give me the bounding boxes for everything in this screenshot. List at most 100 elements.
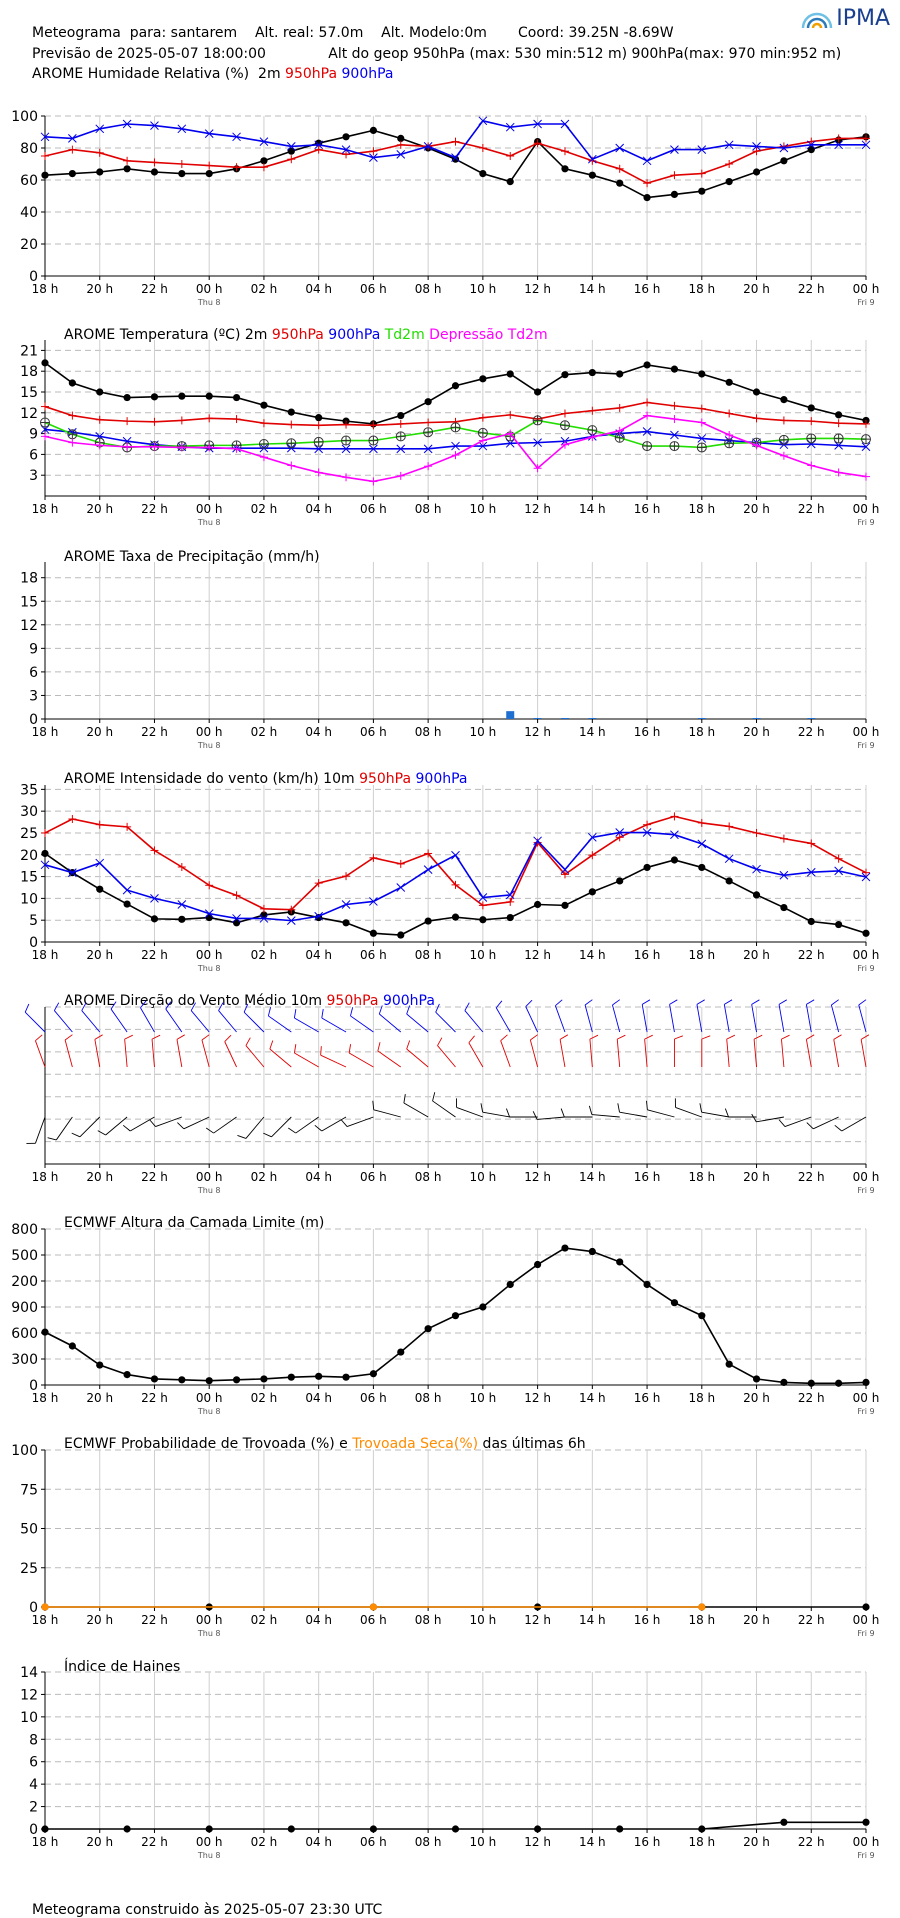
data-point [124,1371,131,1378]
data-point [397,412,404,419]
wind-barb-feather [779,1120,785,1127]
wind-barb [56,1117,72,1140]
data-point [206,393,213,400]
wind-barb [670,1004,675,1032]
data-point [561,165,568,172]
y-tick-label: 10 [20,891,38,907]
x-tick-label: 08 h [415,282,442,296]
wind-barb-feather [321,1046,322,1055]
x-tick-label: 18 h [688,282,715,296]
x-day-label: Thu 8 [197,298,221,307]
x-tick-label: 06 h [360,948,387,962]
x-tick-label: 02 h [251,502,278,516]
wind-barb [530,1040,537,1067]
data-point [643,361,650,368]
x-tick-label: 00 h [853,1170,880,1184]
data-point [534,388,541,395]
wind-barb [246,1117,264,1138]
data-point [260,402,267,409]
wind-barb-feather [561,1109,564,1117]
data-point [479,375,486,382]
wind-barb-feather [590,1035,598,1039]
x-day-label: Fri 9 [857,964,874,973]
data-point [616,877,623,884]
x-tick-label: 20 h [86,1613,113,1627]
x-tick-label: 08 h [415,1835,442,1849]
data-point [726,379,733,386]
y-tick-label: 15 [20,385,38,401]
wind-barb [246,1046,264,1067]
x-tick-label: 22 h [798,1391,825,1405]
wind-barb [225,1042,237,1067]
data-point [780,1379,787,1386]
data-point [589,369,596,376]
data-point [698,370,705,377]
wind-title-main: AROME Intensidade do vento (km/h) 10m [64,771,359,787]
data-point [753,891,760,898]
y-tick-label: 200 [11,1274,38,1290]
y-tick-label: 3 [29,688,38,704]
wind-barb [378,1051,401,1067]
wind-barb-feather [526,1000,532,1006]
wind-barb-feather [177,1035,185,1040]
x-tick-label: 00 h [853,1613,880,1627]
x-day-label: Fri 9 [857,741,874,750]
temp-title-main: AROME Temperatura (ºC) 2m [64,327,272,343]
x-tick-label: 14 h [579,1391,606,1405]
data-point [862,930,869,937]
x-tick-label: 18 h [32,1835,59,1849]
wind-barb-feather [807,1123,813,1129]
wind-barb [404,1103,428,1117]
chart-wind: AROME Intensidade do vento (km/h) 10m 95… [20,771,879,973]
wind-barb-feather [35,1035,42,1041]
data-point [835,1380,842,1387]
x-tick-label: 18 h [32,282,59,296]
y-tick-label: 600 [11,1326,38,1342]
data-point [561,371,568,378]
x-tick-label: 12 h [524,1170,551,1184]
x-tick-label: 00 h [196,725,223,739]
data-point [616,180,623,187]
data-point [452,382,459,389]
data-point [233,394,240,401]
precip-title-main: AROME Taxa de Precipitação (mm/h) [64,549,320,565]
x-tick-label: 00 h [853,502,880,516]
x-tick-label: 20 h [86,502,113,516]
y-tick-label: 25 [20,1561,38,1577]
data-point [780,157,787,164]
data-point [616,370,623,377]
x-tick-label: 00 h [196,282,223,296]
x-tick-label: 18 h [688,1391,715,1405]
y-tick-label: 80 [20,141,38,157]
x-tick-label: 22 h [141,725,168,739]
x-tick-label: 00 h [196,1170,223,1184]
wind-barb [191,1011,209,1032]
x-tick-label: 16 h [634,948,661,962]
x-tick-label: 22 h [141,1835,168,1849]
wind-barb-feather [835,1125,842,1131]
data-point [835,411,842,418]
data-point [589,888,596,895]
wind-barb [806,1004,811,1032]
wind-barb [438,1046,456,1067]
x-tick-label: 02 h [251,282,278,296]
data-point [41,850,48,857]
y-tick-label: 300 [11,1352,38,1368]
wind-barb-feather [202,1035,209,1040]
data-point [41,359,48,366]
data-point [507,178,514,185]
data-point [479,170,486,177]
x-tick-label: 16 h [634,1391,661,1405]
wind-barb-feather [404,1094,405,1103]
wind-barb [130,1117,154,1131]
chart-winddir: AROME Direção do Vento Médio 10m 950hPa … [25,993,879,1195]
wind-barb [294,1053,318,1067]
x-tick-label: 04 h [305,725,332,739]
x-tick-label: 04 h [305,1613,332,1627]
wind-barb-feather [206,1128,213,1133]
x-tick-label: 00 h [853,948,880,962]
x-tick-label: 14 h [579,282,606,296]
data-point [780,1819,787,1826]
data-point [206,1825,213,1832]
